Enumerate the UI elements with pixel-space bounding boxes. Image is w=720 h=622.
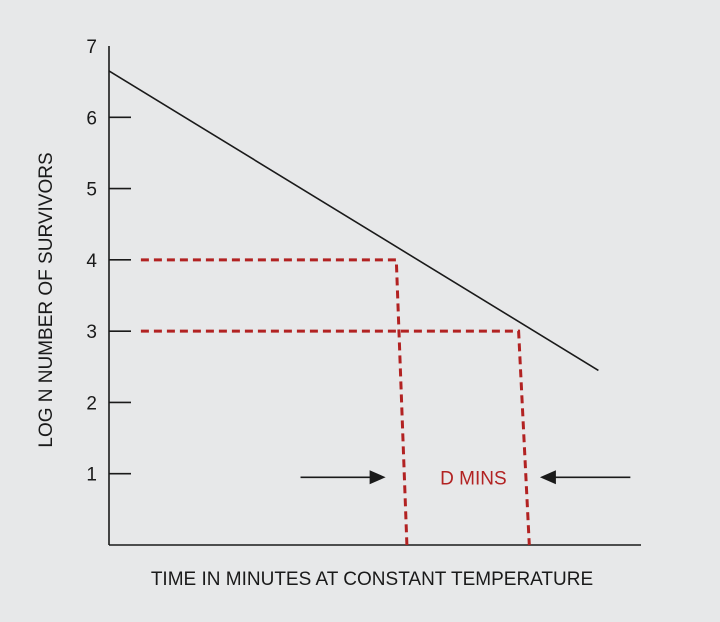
y-tick-label-3: 3: [86, 322, 97, 343]
y-tick-label-4: 4: [86, 251, 97, 272]
survivor-curve-line: [108, 70, 599, 372]
y-tick-label-6: 6: [86, 108, 97, 129]
reference-line-log-3: [140, 329, 531, 546]
y-axis-title: LOG N NUMBER OF SURVIVORS: [36, 152, 57, 447]
reference-line-log-4: [140, 258, 409, 546]
y-tick-label-2: 2: [86, 393, 97, 414]
y-tick-label-7: 7: [86, 37, 97, 58]
d-mins-label: D MINS: [440, 468, 507, 489]
y-tick-label-5: 5: [86, 180, 97, 201]
right-arrow-head: [539, 470, 556, 485]
left-arrow-head: [369, 470, 386, 485]
y-tick-label-1: 1: [86, 465, 97, 486]
x-axis-title: TIME IN MINUTES AT CONSTANT TEMPERATURE: [151, 569, 593, 590]
